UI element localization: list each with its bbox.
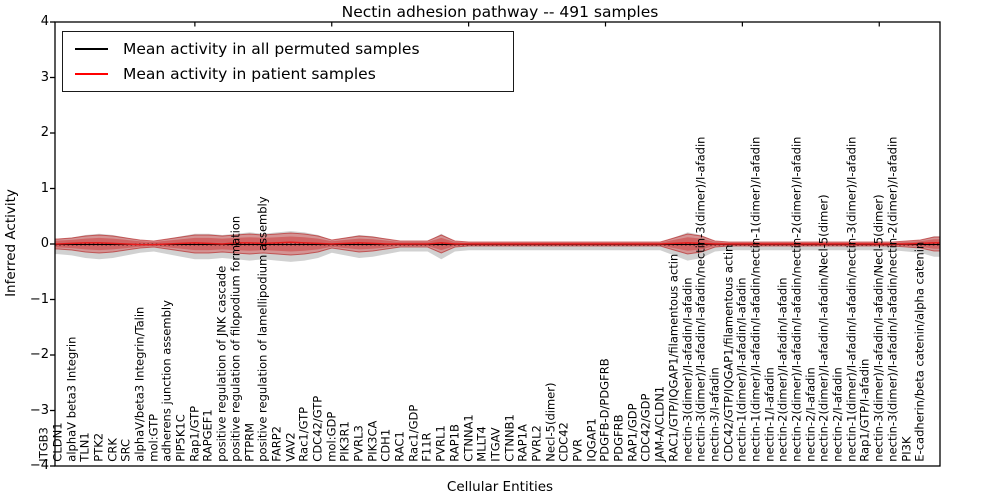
x-tick-label: PVRL3 (351, 425, 366, 462)
x-tick-label: PTK2 (91, 433, 106, 462)
x-tick-label: nectin-3(dimer)/I-afadin/I-afadin/Necl-5… (871, 194, 886, 462)
x-tick-label: TLN1 (77, 432, 92, 462)
legend-label-patient: Mean activity in patient samples (123, 65, 376, 84)
x-tick-label: PDGFRB (611, 414, 626, 462)
y-tick-label: 0 (40, 236, 49, 251)
x-tick-label: alphaV/beta3 Integrin/Talin (132, 306, 147, 462)
legend-entry-permuted: Mean activity in all permuted samples (63, 40, 513, 58)
x-tick-label: nectin-3(dimer)/I-afadin/I-afadin/nectin… (885, 136, 900, 462)
x-tick-label: RAC1/GTP/IQGAP1/filamentous actin (666, 254, 681, 462)
x-tick-label: PVR (570, 439, 585, 462)
x-tick-label: nectin-1(dimer)/I-afadin/I-afadin (734, 277, 749, 462)
chart-title: Nectin adhesion pathway -- 491 samples (341, 3, 659, 21)
x-tick-label: nectin-2(dimer)/I-afadin/I-afadin (775, 277, 790, 462)
x-tick-label: Rac1/GTP (296, 407, 311, 462)
x-tick-label: CDC42 (556, 422, 571, 462)
y-axis-label: Inferred Activity (3, 189, 19, 297)
x-tick-label: nectin-1(dimer)/I-afadin/I-afadin/nectin… (748, 136, 763, 462)
x-tick-label: ITGAV (488, 427, 503, 462)
legend-label-permuted: Mean activity in all permuted samples (123, 39, 420, 58)
x-tick-label: PVRL1 (433, 425, 448, 462)
x-axis-label: Cellular Entities (446, 479, 554, 495)
x-tick-label: nectin-3/I-afadin (707, 367, 722, 463)
x-tick-label: RAP1A (515, 424, 530, 462)
x-tick-label: RAP1B (447, 424, 462, 462)
x-tick-label: ITGB3 (36, 427, 51, 462)
x-tick-label: PVRL2 (529, 425, 544, 462)
x-tick-label: SRC (118, 439, 133, 462)
x-tick-label: nectin-2(dimer)/I-afadin/I-afadin/nectin… (789, 136, 804, 462)
x-tick-label: positive regulation of filopodium format… (228, 216, 243, 462)
x-tick-label: E-cadherin/beta catenin/alpha catenin (912, 242, 927, 462)
x-tick-label: PIP5K1C (173, 414, 188, 462)
y-tick-label: 2 (40, 125, 49, 140)
x-tick-label: CLDN1 (50, 422, 65, 462)
x-tick-label: MLLT4 (474, 426, 489, 463)
x-tick-label: positive regulation of JNK cascade (214, 266, 229, 462)
y-tick-label: −1 (29, 291, 49, 307)
x-tick-label: JAM-A/CLDN1 (652, 386, 667, 462)
x-tick-label: positive regulation of lamellipodium ass… (255, 196, 270, 462)
y-tick-label: 1 (40, 180, 49, 196)
y-tick-label: −2 (29, 347, 49, 362)
x-tick-label: CDC42/GTP (310, 396, 325, 462)
legend-box: Mean activity in all permuted samples Me… (62, 31, 514, 92)
x-tick-label: FARP2 (269, 426, 284, 462)
x-tick-label: RAC1 (392, 431, 407, 462)
y-tick-label: −3 (29, 402, 49, 418)
y-tick-label: 3 (40, 69, 49, 85)
legend-line-red (75, 73, 108, 76)
x-tick-label: nectin-2/I-afadin (830, 367, 845, 463)
legend-entry-patient: Mean activity in patient samples (63, 65, 513, 83)
legend-line-black (75, 47, 108, 50)
x-tick-label: PIK3R1 (337, 421, 352, 463)
y-tick-label: 4 (40, 14, 49, 29)
x-tick-label: nectin-3(dimer)/I-afadin/I-afadin/nectin… (693, 136, 708, 462)
y-tick-label: −4 (29, 458, 49, 473)
